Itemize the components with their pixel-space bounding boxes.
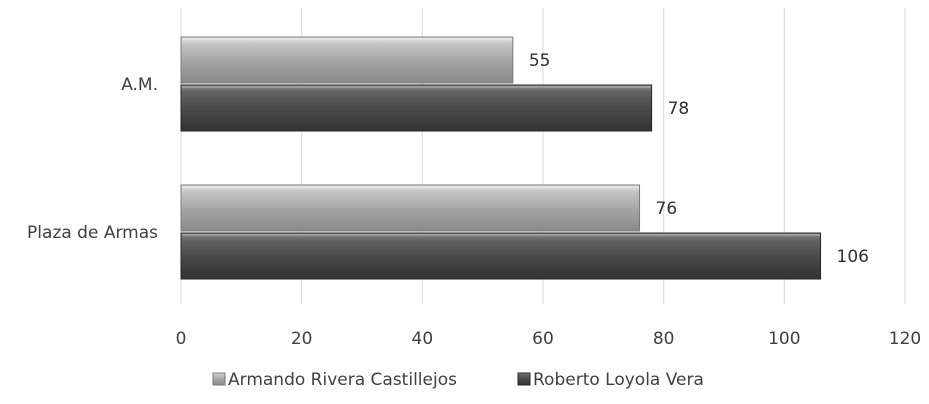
- legend-swatch: [212, 372, 226, 386]
- x-tick-label: 100: [768, 329, 800, 349]
- bars: [180, 36, 822, 280]
- legend-swatch: [517, 372, 531, 386]
- legend: Armando Rivera Castillejos Roberto Loyola…: [212, 370, 704, 390]
- bar-armando-0: [180, 36, 514, 84]
- data-label: 76: [656, 199, 678, 219]
- data-label: 55: [529, 51, 551, 71]
- legend-entry: Roberto Loyola Vera: [533, 370, 704, 390]
- x-tick-label: 0: [176, 329, 187, 349]
- x-tick-label: 120: [889, 329, 921, 349]
- x-tick-label: 20: [291, 329, 313, 349]
- data-label: 106: [837, 247, 869, 267]
- legend-entry: Armando Rivera Castillejos: [228, 370, 457, 390]
- bar-roberto-1: [180, 232, 822, 280]
- x-tick-label: 40: [412, 329, 434, 349]
- x-tick-label: 80: [653, 329, 675, 349]
- labels: 0 20 40 60 80 100 120 A.M. 55 78 Plaza de Armas 76 1…: [27, 51, 921, 349]
- data-label: 78: [668, 99, 690, 119]
- category-label: A.M.: [121, 75, 158, 95]
- x-tick-label: 60: [532, 329, 554, 349]
- category-label: Plaza de Armas: [27, 223, 158, 243]
- bar-roberto-0: [180, 84, 653, 132]
- bar-armando-1: [180, 184, 641, 232]
